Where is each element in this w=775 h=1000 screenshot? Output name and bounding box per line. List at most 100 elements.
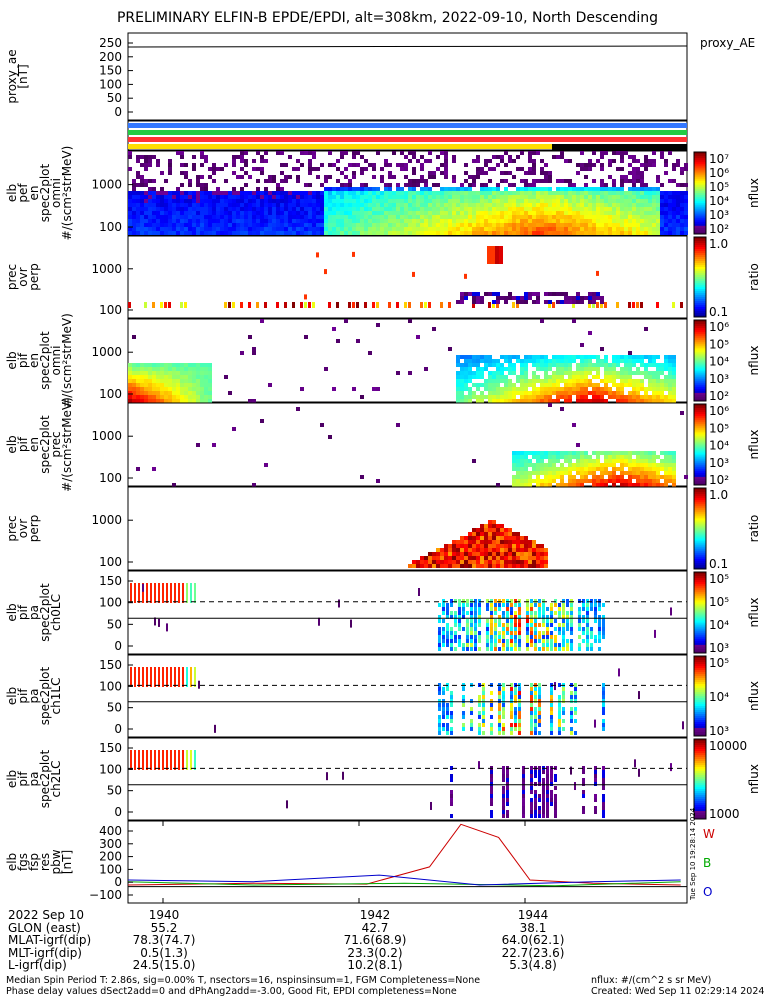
pa-cell bbox=[538, 699, 541, 703]
pa-cell bbox=[442, 631, 445, 635]
spectrogram-cell bbox=[672, 203, 676, 207]
spectrogram-cell bbox=[528, 191, 532, 195]
spectrogram-cell bbox=[160, 191, 164, 195]
spectrogram-cell bbox=[536, 231, 540, 235]
spectrogram-cell bbox=[528, 379, 532, 383]
spectrogram-cell bbox=[424, 203, 428, 207]
spectrogram-cell bbox=[368, 187, 372, 191]
spectrogram-cell bbox=[332, 227, 336, 231]
spectrogram-cell bbox=[632, 451, 636, 455]
colorbar-cell bbox=[694, 432, 706, 435]
ratio-cell bbox=[500, 564, 504, 568]
colorbar-cell bbox=[694, 311, 706, 314]
ratio-cell bbox=[468, 292, 472, 296]
spectrogram-cell bbox=[176, 203, 180, 207]
pa-cell bbox=[510, 611, 513, 615]
spectrogram-cell bbox=[404, 195, 408, 199]
spectrogram-cell bbox=[524, 391, 528, 395]
pa-cell bbox=[506, 786, 509, 790]
spectrogram-cell bbox=[352, 171, 356, 175]
spectrogram-cell bbox=[468, 219, 472, 223]
spectrogram-cell bbox=[648, 355, 652, 359]
spectrogram-cell bbox=[144, 223, 148, 227]
pa-cell bbox=[166, 623, 168, 632]
spectrogram-cell bbox=[564, 451, 568, 455]
spectrogram-cell bbox=[412, 171, 416, 175]
ratio-cell bbox=[496, 564, 500, 568]
spectrogram-cell bbox=[276, 215, 280, 219]
spectrogram-cell bbox=[192, 391, 196, 395]
spectrogram-cell bbox=[672, 223, 676, 227]
colorbar bbox=[693, 487, 707, 570]
ratio-cell bbox=[476, 564, 480, 568]
spectrogram-cell bbox=[132, 367, 136, 371]
spectrogram-cell bbox=[408, 191, 412, 195]
spectrogram-cell bbox=[200, 163, 204, 167]
spectrogram-cell bbox=[128, 199, 132, 203]
pa-cell bbox=[158, 618, 160, 627]
spectrogram-cell bbox=[600, 155, 604, 159]
pa-cell bbox=[534, 615, 537, 619]
ratio-cell bbox=[500, 296, 504, 300]
spectrogram-cell bbox=[168, 367, 172, 371]
pa-cell bbox=[582, 627, 585, 631]
pa-cell bbox=[530, 810, 533, 814]
spectrogram-cell bbox=[140, 387, 144, 391]
ratio-cell bbox=[468, 540, 472, 544]
spectrogram-cell bbox=[628, 371, 632, 375]
spectrogram-cell bbox=[500, 203, 504, 207]
spectrogram-cell bbox=[640, 455, 644, 459]
pa-cell bbox=[558, 731, 561, 735]
ratio-cell bbox=[588, 302, 591, 308]
spectrogram-cell bbox=[248, 199, 252, 203]
spectrogram-cell bbox=[548, 395, 552, 399]
ratio-cell bbox=[492, 536, 496, 540]
spectrogram-cell bbox=[512, 211, 516, 215]
colorbar-cell bbox=[694, 624, 706, 628]
spectrogram-cell bbox=[644, 451, 648, 455]
spectrogram-cell bbox=[636, 231, 640, 235]
spectrogram-cell bbox=[372, 207, 376, 211]
ratio-cell bbox=[408, 302, 411, 308]
spectrogram-cell bbox=[496, 359, 500, 363]
spectrogram-cell bbox=[612, 479, 616, 483]
ratio-cell bbox=[500, 560, 504, 564]
spectrogram-cell bbox=[568, 187, 572, 191]
pa-cell bbox=[594, 607, 597, 611]
colorbar-tick: 10² bbox=[709, 473, 729, 487]
spectrogram-cell bbox=[160, 171, 164, 175]
spectrogram-cell bbox=[236, 227, 240, 231]
spectrogram-cell bbox=[620, 471, 624, 475]
pa-cell bbox=[470, 727, 473, 731]
pa-cell bbox=[538, 599, 541, 603]
ratio-cell bbox=[499, 246, 503, 264]
spectrogram-cell bbox=[324, 191, 328, 195]
spectrogram-cell bbox=[644, 363, 648, 367]
ratio-cell bbox=[428, 552, 432, 556]
spectrogram-cell bbox=[480, 231, 484, 235]
ratio-cell bbox=[408, 564, 412, 568]
spectrogram-cell bbox=[188, 211, 192, 215]
colorbar-cell bbox=[694, 542, 706, 546]
spectrogram-cell bbox=[644, 467, 648, 471]
spectrogram-cell bbox=[252, 483, 256, 487]
spectrogram-cell bbox=[456, 231, 460, 235]
pa-cell bbox=[514, 639, 517, 643]
spectrogram-cell bbox=[644, 367, 648, 371]
spectrogram-cell bbox=[612, 467, 616, 471]
spectrogram-cell bbox=[148, 231, 152, 235]
spectrogram-cell bbox=[516, 231, 520, 235]
spectrogram-cell bbox=[256, 199, 260, 203]
spectrogram-cell bbox=[524, 451, 528, 455]
colorbar-cell bbox=[694, 259, 706, 262]
ratio-cell bbox=[496, 292, 500, 296]
spectrogram-cell bbox=[568, 483, 572, 487]
spectrogram-cell bbox=[460, 219, 464, 223]
spectrogram-cell bbox=[292, 227, 296, 231]
pa-cell bbox=[542, 639, 545, 643]
colorbar-cell bbox=[694, 726, 706, 729]
spectrogram-cell bbox=[492, 191, 496, 195]
spectrogram-cell bbox=[556, 375, 560, 379]
spectrogram-cell bbox=[576, 395, 580, 399]
spectrogram-cell bbox=[308, 227, 312, 231]
